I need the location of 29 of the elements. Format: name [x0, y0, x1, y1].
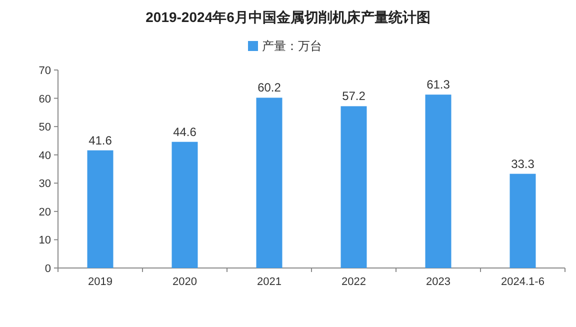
x-tick-label: 2020	[172, 276, 197, 288]
y-tick-label: 70	[38, 65, 51, 77]
bar	[256, 98, 282, 268]
chart-title: 2019-2024年6月中国金属切削机床产量统计图	[146, 9, 430, 25]
y-tick-label: 60	[38, 93, 51, 106]
y-tick-label: 40	[38, 150, 51, 162]
data-label: 41.6	[88, 133, 112, 148]
data-label: 33.3	[511, 156, 535, 171]
x-tick-label: 2024.1-6	[501, 276, 544, 288]
legend-label: 产量：万台	[262, 39, 322, 53]
x-tick-label: 2019	[88, 276, 112, 288]
data-label: 44.6	[173, 124, 197, 139]
data-label: 61.3	[426, 78, 450, 92]
y-tick-label: 20	[38, 206, 51, 218]
data-label: 57.2	[342, 89, 366, 104]
x-tick-label: 2022	[342, 276, 366, 288]
bar	[172, 142, 198, 268]
y-tick-label: 50	[38, 122, 51, 134]
bar	[87, 150, 114, 268]
bar	[340, 106, 367, 268]
data-label: 60.2	[258, 80, 282, 95]
x-tick-label: 2021	[257, 276, 282, 288]
y-tick-label: 10	[38, 234, 51, 247]
bar	[510, 174, 536, 268]
产量：万台: 41.6 44.6 60.2 57.2 61.3 33.3	[87, 78, 536, 268]
bar	[425, 94, 452, 268]
x-tick-label: 2023	[426, 276, 450, 288]
y-tick-label: 30	[38, 178, 51, 190]
y-tick-label: 0	[44, 263, 51, 275]
